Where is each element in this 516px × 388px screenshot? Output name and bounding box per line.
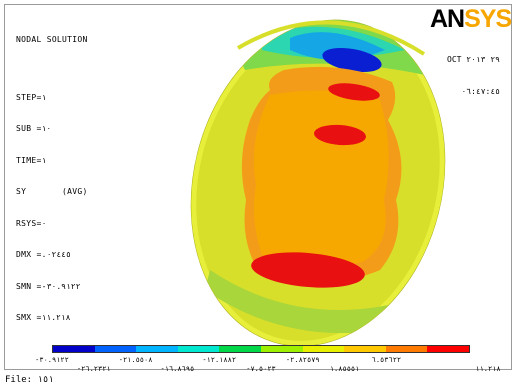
logo-an: AN: [430, 5, 465, 33]
legend-label: -٢.٨٢٥٧٩: [285, 356, 320, 364]
legend-label: -١٢.١٨٨٢: [202, 356, 237, 364]
info-dmx: DMX =.٠٢٤٤٥: [16, 250, 71, 259]
ellipsoid-model: [186, 15, 450, 351]
legend-swatch: [344, 346, 386, 352]
legend-swatch: [302, 346, 345, 352]
legend-swatch: [177, 346, 220, 352]
logo-sys: SYS: [464, 5, 512, 33]
plot-title: NODAL SOLUTION: [16, 35, 88, 44]
legend-swatch: [385, 346, 428, 352]
legend-label: -٣٠.٩١٢٢: [35, 356, 69, 364]
legend-label: ١١.٢١٨: [475, 365, 501, 373]
timestamp: OCT ٢٩ ٢٠١٣ ٠٦:٤٧:٤٥: [447, 34, 500, 108]
info-time: TIME=١: [16, 155, 47, 165]
plot-time: ٠٦:٤٧:٤٥: [461, 86, 500, 96]
plot-date: OCT ٢٩ ٢٠١٣: [447, 55, 500, 64]
legend-swatch: [260, 346, 303, 352]
info-step: STEP=١: [16, 92, 47, 102]
file-label: File: ١٥١: [5, 375, 54, 385]
legend-swatch: [94, 346, 137, 352]
legend-label: ٦.٥٣٦٢٢: [371, 356, 402, 364]
legend-label: -٢٦.٢٣٢١: [76, 365, 111, 373]
ansys-logo: ANSYS: [430, 5, 512, 33]
info-smx: SMX =١١.٢١٨: [16, 313, 71, 322]
legend-swatch: [136, 346, 178, 352]
legend-label: ١.٨٥٥٥١: [329, 365, 360, 373]
contour-legend-bar: [52, 345, 470, 353]
info-rsys: RSYS=٠: [16, 218, 47, 228]
legend-swatch: [427, 346, 469, 352]
legend-swatch: [53, 346, 95, 352]
solution-info: NODAL SOLUTION STEP=١ SUB =١٠ TIME=١ SY …: [16, 14, 88, 334]
info-smn: SMN =-٣٠.٩١٢٢: [16, 281, 81, 291]
legend-label: -٢١.٥٥٠٨: [118, 356, 153, 364]
info-sub: SUB =١٠: [16, 124, 52, 133]
legend-label: -١٦.٨٦٩٥: [160, 365, 195, 373]
legend-swatch: [219, 346, 261, 352]
info-result: SY (AVG): [16, 187, 88, 196]
legend-label: -٧.٥٠٢٣: [246, 365, 276, 373]
